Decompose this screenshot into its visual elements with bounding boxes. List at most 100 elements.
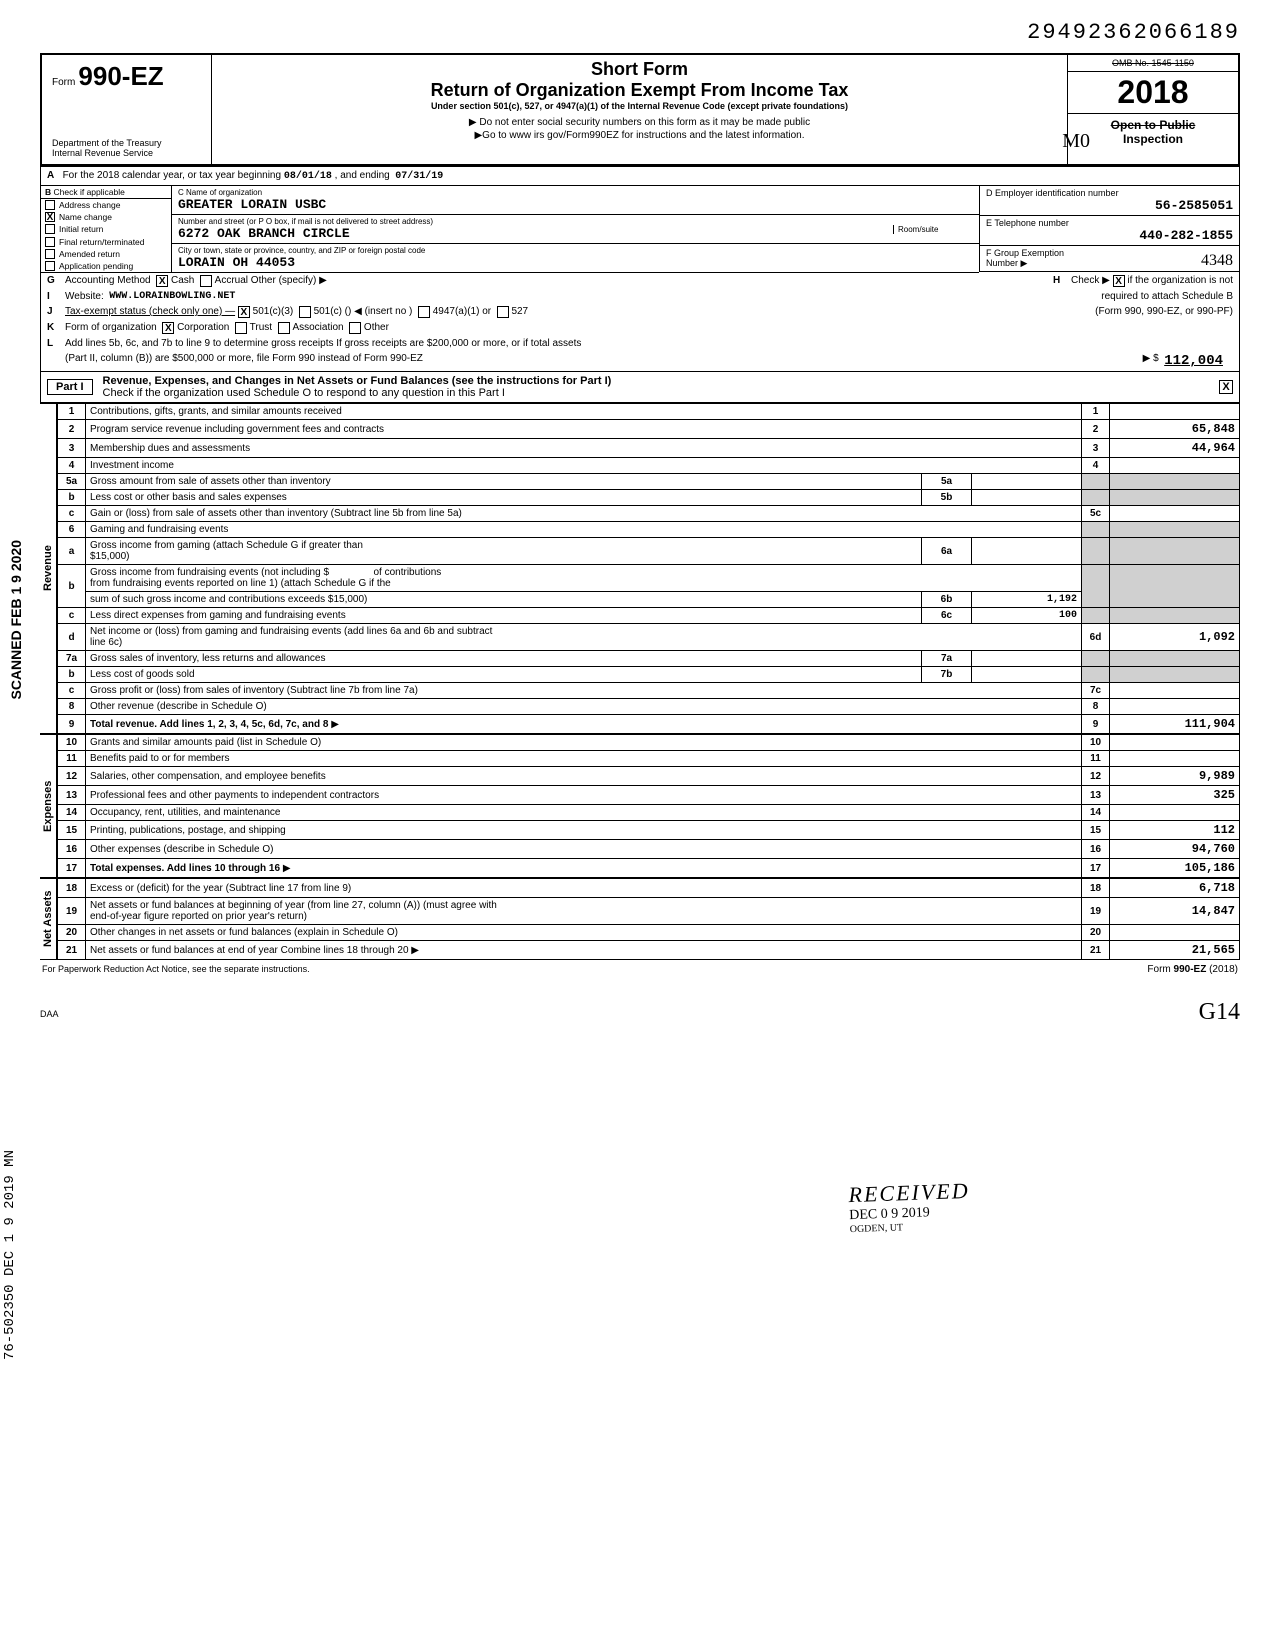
line-17-num: 17 [58,859,86,878]
f-handwritten: 4348 [1201,252,1233,270]
line-7a-ib: 7a [922,651,972,667]
checkbox-corp[interactable]: X [162,322,174,334]
line-21-box: 21 [1082,941,1110,960]
part1-header: Part I Revenue, Expenses, and Changes in… [40,372,1240,403]
checkbox-accrual[interactable] [200,275,212,287]
d-ein-label: D Employer identification number [986,188,1233,198]
org-city: LORAIN OH 44053 [178,255,973,270]
scanned-stamp: SCANNED FEB 1 9 2020 [8,540,24,700]
org-address: 6272 OAK BRANCH CIRCLE [178,226,893,241]
line-8-amt [1110,699,1240,715]
checkbox-other[interactable] [349,322,361,334]
line-12-num: 12 [58,767,86,786]
line-6d-num: d [58,624,86,651]
checkbox-pending[interactable] [45,261,55,271]
h-rest: if the organization is not [1127,275,1233,287]
line-7c-num: c [58,683,86,699]
checkbox-501c3[interactable]: X [238,306,250,318]
line-8-desc: Other revenue (describe in Schedule O) [86,699,1082,715]
line-10-num: 10 [58,735,86,751]
f-group-label: F Group Exemption [986,248,1233,258]
city-label: City or town, state or province, country… [178,246,973,255]
line-11-box: 11 [1082,751,1110,767]
rows-g-l: G Accounting Method X Cash Accrual Other… [40,273,1240,372]
f-number-label: Number ▶ [986,258,1233,269]
line-7a-desc: Gross sales of inventory, less returns a… [86,651,922,667]
line-6c-num: c [58,608,86,624]
e-phone-label: E Telephone number [986,218,1233,228]
checkbox-trust[interactable] [235,322,247,334]
side-revenue: Revenue [40,403,57,734]
checkbox-h[interactable]: X [1113,275,1125,287]
form-subtitle: Under section 501(c), 527, or 4947(a)(1)… [216,101,1063,111]
line-6b-shade2 [1110,565,1240,608]
line-7c-box: 7c [1082,683,1110,699]
checkbox-final[interactable] [45,237,55,247]
line-6c-shade [1082,608,1110,624]
part1-checkbox[interactable]: X [1219,380,1233,394]
line-17-box: 17 [1082,859,1110,878]
line-3-box: 3 [1082,439,1110,458]
line-14-desc: Occupancy, rent, utilities, and maintena… [86,805,1082,821]
line-6c-shade2 [1110,608,1240,624]
label-application-pending: Application pending [59,261,133,271]
j-text: Tax-exempt status (check only one) — [65,306,235,318]
dept-line-2: Internal Revenue Service [52,148,201,158]
checkbox-cash[interactable]: X [156,275,168,287]
line-6-num: 6 [58,522,86,538]
footer: For Paperwork Reduction Act Notice, see … [40,960,1240,979]
label-final-return: Final return/terminated [59,237,145,247]
vertical-date-stamp: 76-502350 DEC 1 9 2019 MN [2,1150,18,1360]
line-14-num: 14 [58,805,86,821]
checkbox-initial[interactable] [45,224,55,234]
line-9-num: 9 [58,715,86,734]
line-8-num: 8 [58,699,86,715]
line-7b-shade2 [1110,667,1240,683]
short-form-label: Short Form [216,59,1063,80]
k-other: Other [364,322,389,334]
l-text1: Add lines 5b, 6c, and 7b to line 9 to de… [65,338,581,349]
footer-left: For Paperwork Reduction Act Notice, see … [42,964,310,975]
letter-k: K [47,322,65,334]
line-5a-desc: Gross amount from sale of assets other t… [86,474,922,490]
checkbox-4947[interactable] [418,306,430,318]
checkbox-name[interactable]: X [45,212,55,222]
line-12-amt: 9,989 [1110,767,1240,786]
letter-g: G [47,275,65,287]
j-insert: ) ◀ (insert no ) [348,306,412,318]
line-6a-ib: 6a [922,538,972,565]
part1-label: Part I [47,379,93,395]
line-19-num: 19 [58,898,86,925]
l-arrow: ▶ $ [1143,353,1159,369]
j-527: 527 [511,306,528,318]
letter-h: H [1053,275,1071,287]
line-5c-num: c [58,506,86,522]
form-note-2: ▶Go to www irs gov/Form990EZ for instruc… [216,130,1063,141]
checkbox-address[interactable] [45,200,55,210]
checkbox-527[interactable] [497,306,509,318]
l-amount: 112,004 [1164,353,1233,369]
line-21-amt: 21,565 [1110,941,1240,960]
checkbox-501c[interactable] [299,306,311,318]
line-6d-box: 6d [1082,624,1110,651]
line-2-num: 2 [58,420,86,439]
line-20-desc: Other changes in net assets or fund bala… [86,925,1082,941]
netassets-table: 18 Excess or (deficit) for the year (Sub… [57,878,1240,960]
revenue-table: 1 Contributions, gifts, grants, and simi… [57,403,1240,734]
line-5b-ia [972,490,1082,506]
line-7b-num: b [58,667,86,683]
line-1-box: 1 [1082,404,1110,420]
label-amended-return: Amended return [59,249,120,259]
header-center: Short Form Return of Organization Exempt… [212,55,1068,164]
checkbox-amended[interactable] [45,249,55,259]
j-501c3: 501(c)(3) [253,306,294,318]
line-7a-shade2 [1110,651,1240,667]
line-6c-ib: 6c [922,608,972,624]
website-url: WWW.LORAINBOWLING.NET [109,291,235,302]
label-address-change: Address change [59,200,120,210]
line-4-box: 4 [1082,458,1110,474]
k-trust: Trust [250,322,272,334]
checkbox-assoc[interactable] [278,322,290,334]
g-text: Accounting Method [65,275,151,287]
h-rest2: required to attach Schedule B [1101,291,1233,302]
